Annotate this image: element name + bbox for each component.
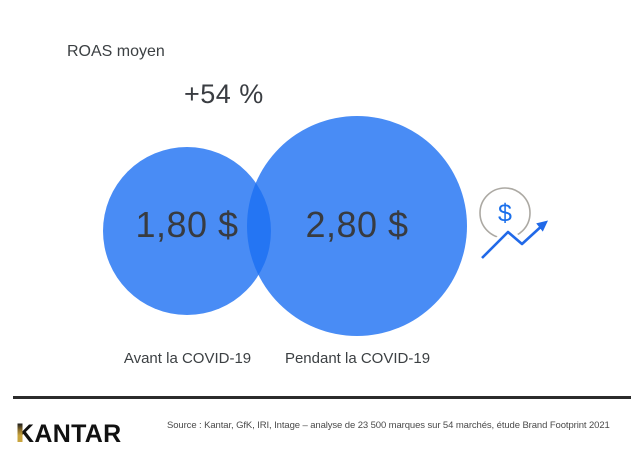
chart-title: ROAS moyen (67, 43, 165, 60)
bubble-during-label: Pendant la COVID-19 (284, 350, 431, 367)
dollar-sign: $ (498, 200, 512, 228)
source-text: Source : Kantar, GfK, IRI, Intage – anal… (167, 420, 610, 431)
trend-arrowhead-icon (536, 220, 548, 232)
kantar-logo: KANTAR (16, 420, 122, 448)
footer-divider (13, 396, 631, 399)
kantar-logo-text: KANTAR (16, 420, 122, 448)
trend-arrow-casing (478, 218, 550, 262)
bubble-before-circle (103, 147, 271, 315)
bubble-during-value: 2,80 $ (305, 204, 409, 245)
trend-arrow-icon (481, 222, 546, 259)
bubble-before-value: 1,80 $ (135, 204, 239, 245)
bubble-during-circle (247, 116, 467, 336)
dollar-trend-icon: $ (478, 187, 550, 262)
kantar-gold-bar (17, 423, 23, 442)
bubble-before-label: Avant la COVID-19 (123, 350, 252, 367)
growth-annotation: +54 % (184, 79, 264, 109)
